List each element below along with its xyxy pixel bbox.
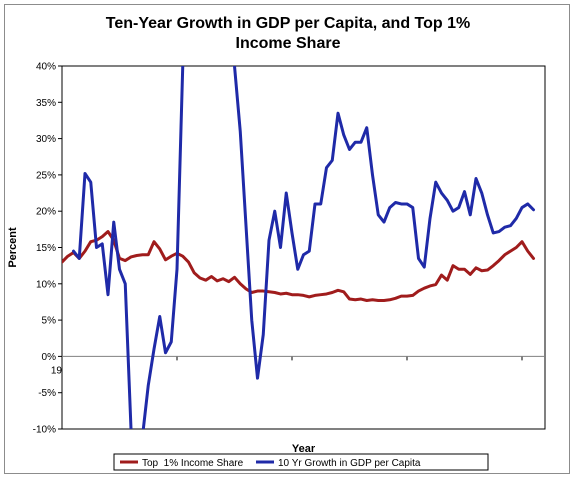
y-tick-label: -10%	[33, 425, 56, 436]
legend-label-top-1-income-share: Top 1% Income Share	[142, 458, 244, 469]
y-tick-label: 0%	[42, 352, 57, 363]
y-tick-label: 30%	[36, 134, 56, 145]
legend-label-gdp-growth: 10 Yr Growth in GDP per Capita	[278, 458, 421, 469]
chart-title-line-2: Income Share	[235, 35, 341, 52]
series-line-0	[62, 230, 535, 302]
y-tick-label: 40%	[36, 62, 56, 73]
series-line-1	[72, 66, 535, 429]
y-tick-label: -5%	[38, 388, 56, 399]
plot-area	[61, 65, 546, 430]
y-tick-label: 25%	[36, 170, 56, 181]
y-tick-label: 10%	[36, 279, 56, 290]
series-group	[62, 66, 535, 429]
y-axis-title: Percent	[7, 227, 19, 268]
chart-title: Ten-Year Growth in GDP per Capita, and T…	[0, 14, 576, 54]
y-tick-label: 15%	[36, 243, 56, 254]
legend: Top 1% Income Share 10 Yr Growth in GDP …	[113, 453, 489, 471]
y-tick-label: 5%	[42, 316, 57, 327]
y-tick-label: 35%	[36, 98, 56, 109]
y-tick-label: 20%	[36, 207, 56, 218]
axis-ticks	[58, 65, 523, 430]
x-axis-title: Year	[292, 443, 316, 455]
legend-box	[113, 453, 489, 471]
chart-title-line-1: Ten-Year Growth in GDP per Capita, and T…	[105, 15, 471, 32]
y-tick-labels: -10% -5% 0% 5% 10% 15% 20% 25% 30% 35% 40%	[33, 62, 56, 436]
